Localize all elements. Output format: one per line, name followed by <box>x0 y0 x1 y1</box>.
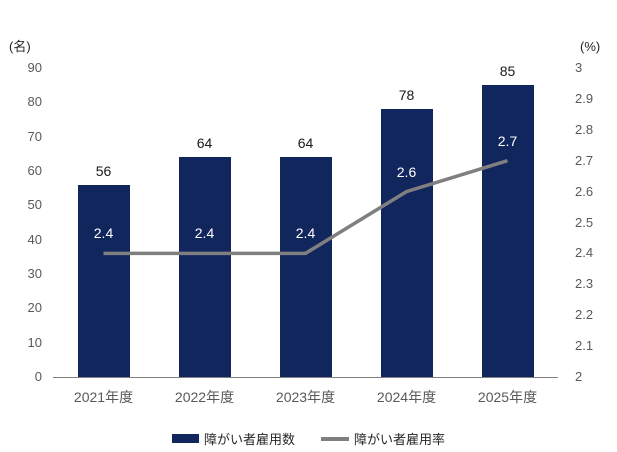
x-axis-category-label: 2021年度 <box>73 389 134 405</box>
right-axis-tick-label: 2.3 <box>575 276 594 292</box>
line-value-label: 2.4 <box>194 225 215 242</box>
bar-value-label: 78 <box>398 87 415 104</box>
left-axis-tick-label: 80 <box>27 94 42 110</box>
legend-label-line-series: 障がい者雇用率 <box>354 432 446 447</box>
right-axis-tick-label: 2.7 <box>575 152 594 168</box>
right-axis-tick-label: 2.9 <box>575 90 594 106</box>
left-axis-tick-label: 0 <box>34 369 42 384</box>
line-series-swatch-icon <box>321 436 349 441</box>
right-axis-tick-label: 2.5 <box>575 214 594 230</box>
line-value-label: 2.4 <box>93 225 114 242</box>
left-axis-unit-label: (名) <box>9 39 31 54</box>
bar-value-label: 64 <box>297 135 314 152</box>
legend: 障がい者雇用数 障がい者雇用率 <box>0 429 617 448</box>
left-axis-tick-label: 20 <box>27 300 42 316</box>
right-axis-tick-label: 2.4 <box>575 245 594 261</box>
bar <box>279 157 332 377</box>
right-axis-tick-label: 2.2 <box>575 307 594 323</box>
bar-value-label: 64 <box>196 135 213 152</box>
x-axis-category-label: 2025年度 <box>477 389 538 405</box>
legend-item-bar-series: 障がい者雇用数 <box>171 429 295 448</box>
bar <box>77 184 130 377</box>
left-axis-tick-label: 70 <box>27 128 42 144</box>
x-axis-category-label: 2022年度 <box>174 389 235 405</box>
right-axis-tick-label: 2 <box>575 369 583 384</box>
line-value-label: 2.4 <box>295 225 316 242</box>
left-axis-tick-label: 30 <box>27 266 42 281</box>
right-axis-tick-label: 2.1 <box>575 338 594 354</box>
bar <box>481 85 534 377</box>
x-axis-category-label: 2024年度 <box>376 389 437 405</box>
left-axis-tick-label: 50 <box>27 197 42 213</box>
legend-label-bar-series: 障がい者雇用数 <box>203 432 295 447</box>
x-axis-line <box>53 377 558 378</box>
bar-series-swatch-icon <box>171 434 199 443</box>
left-axis-tick-label: 90 <box>27 60 42 75</box>
right-axis-tick-label: 2.8 <box>575 121 594 137</box>
bar-value-label: 85 <box>499 63 516 80</box>
right-axis-tick-label: 2.6 <box>575 183 594 199</box>
legend-item-line-series: 障がい者雇用率 <box>321 429 445 448</box>
left-axis-tick-label: 40 <box>27 231 42 247</box>
left-axis-tick-label: 60 <box>27 163 42 178</box>
bar-value-label: 56 <box>95 162 112 179</box>
line-value-label: 2.7 <box>497 132 518 149</box>
bar <box>380 109 433 377</box>
right-axis-tick-label: 3 <box>575 60 583 75</box>
line-value-label: 2.6 <box>396 163 417 180</box>
bar <box>178 157 231 377</box>
left-axis-tick-label: 10 <box>27 334 42 350</box>
x-axis-category-label: 2023年度 <box>275 389 336 405</box>
right-axis-unit-label: (%) <box>580 39 601 54</box>
